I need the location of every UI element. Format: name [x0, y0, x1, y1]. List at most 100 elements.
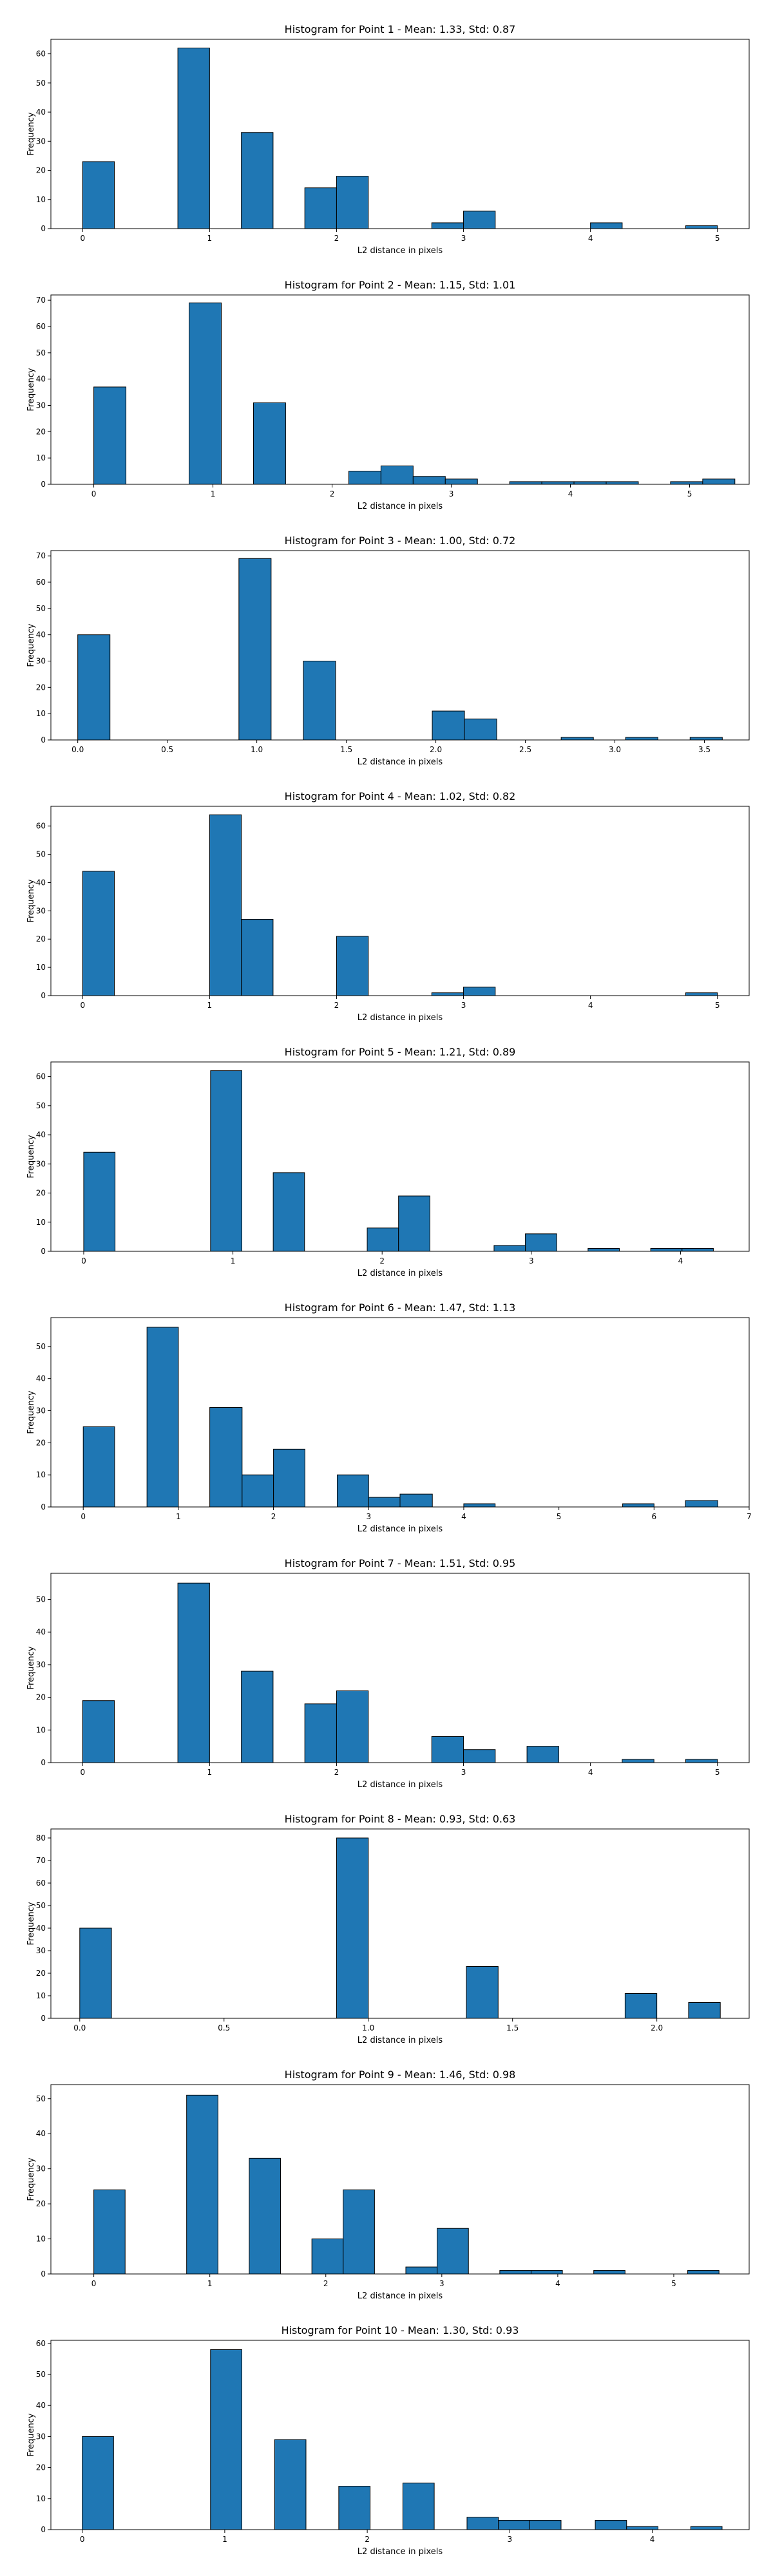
x-tick-label: 2 — [365, 2535, 370, 2544]
plot-frame — [50, 1317, 750, 1508]
histogram-bar — [241, 132, 274, 229]
histogram-bar — [493, 1245, 526, 1252]
x-tick-label: 3 — [461, 1768, 466, 1777]
histogram-panel-2: Histogram for Point 2 - Mean: 1.15, Std:… — [26, 279, 750, 511]
histogram-bar — [399, 1493, 433, 1508]
histogram-bar — [367, 1227, 399, 1252]
histogram-bar — [398, 1195, 430, 1252]
y-tick-label: 40 — [36, 375, 46, 384]
y-tick-label: 10 — [36, 1725, 46, 1734]
histogram-bar — [412, 476, 446, 485]
histogram-bar — [210, 2349, 242, 2530]
histogram-bar — [690, 2526, 723, 2530]
y-tick-label: 30 — [36, 137, 46, 146]
y-tick-label: 70 — [36, 1856, 46, 1865]
y-tick-label: 10 — [36, 1470, 46, 1479]
x-tick-label: 1.5 — [340, 745, 352, 754]
y-tick-label: 10 — [36, 1218, 46, 1227]
x-tick-label: 3 — [449, 489, 454, 498]
histogram-bar — [303, 661, 336, 741]
y-axis-label: Frequency — [26, 2413, 36, 2456]
histogram-bar — [622, 1503, 654, 1508]
y-tick-label: 50 — [36, 604, 46, 613]
x-tick-label: 2 — [271, 1512, 276, 1521]
y-tick-label: 30 — [36, 906, 46, 915]
histogram-bar — [348, 471, 381, 485]
histogram-bar — [93, 2189, 126, 2275]
plot-frame — [50, 1061, 750, 1252]
x-tick-label: 0.0 — [73, 2023, 86, 2032]
histogram-bar — [625, 737, 658, 741]
plot-frame — [50, 2340, 750, 2530]
histogram-bar — [405, 2266, 438, 2275]
y-tick-label: 30 — [36, 1159, 46, 1168]
histogram-bar — [189, 302, 222, 485]
x-tick-label: 1 — [231, 1256, 236, 1265]
y-tick-label: 10 — [36, 2235, 46, 2244]
y-tick-label: 40 — [36, 108, 46, 117]
y-tick-label: 60 — [36, 50, 46, 59]
x-tick-label: 3 — [529, 1256, 534, 1265]
x-axis-label: L2 distance in pixels — [358, 1013, 443, 1023]
histogram-bar — [670, 481, 703, 485]
y-tick-label: 20 — [36, 2463, 46, 2472]
y-tick-label: 60 — [36, 822, 46, 831]
x-tick-label: 5 — [715, 234, 720, 243]
histogram-bar — [587, 1247, 620, 1252]
histogram-bar — [466, 2517, 499, 2530]
chart-title: Histogram for Point 5 - Mean: 1.21, Std:… — [285, 1046, 516, 1058]
x-tick-label: 0.5 — [161, 745, 173, 754]
histogram-bar — [82, 2436, 114, 2530]
histogram-bar — [77, 634, 111, 741]
y-tick-label: 60 — [36, 322, 46, 331]
histogram-bar — [526, 1746, 559, 1763]
x-tick-label: 2 — [334, 1768, 339, 1777]
x-tick-label: 0 — [81, 1256, 86, 1265]
x-tick-label: 6 — [651, 1512, 656, 1521]
x-tick-label: 0 — [80, 2535, 85, 2544]
chart-title: Histogram for Point 9 - Mean: 1.46, Std:… — [285, 2069, 516, 2081]
x-tick-label: 1.0 — [251, 745, 263, 754]
histogram-bar — [272, 1172, 305, 1252]
x-tick-label: 1 — [222, 2535, 227, 2544]
chart-title: Histogram for Point 7 - Mean: 1.51, Std:… — [285, 1557, 516, 1569]
y-tick-label: 50 — [36, 2094, 46, 2103]
x-tick-label: 3 — [366, 1512, 371, 1521]
histogram-bar — [463, 211, 496, 229]
x-tick-label: 2 — [330, 489, 335, 498]
histogram-bar — [498, 2520, 530, 2530]
x-axis-label: L2 distance in pixels — [358, 2036, 443, 2045]
x-tick-label: 3 — [439, 2279, 444, 2288]
plot-frame — [50, 806, 750, 996]
x-axis-label: L2 distance in pixels — [358, 1524, 443, 1534]
x-axis-label: L2 distance in pixels — [358, 246, 443, 256]
histogram-bar — [82, 871, 115, 996]
x-tick-label: 2 — [334, 234, 339, 243]
histogram-panel-9: Histogram for Point 9 - Mean: 1.46, Std:… — [26, 2069, 750, 2301]
histogram-bar — [241, 919, 274, 996]
histogram-bar — [83, 1151, 116, 1252]
y-tick-label: 20 — [36, 934, 46, 943]
histogram-bar — [464, 718, 497, 741]
y-tick-label: 20 — [36, 1438, 46, 1447]
histogram-bar — [626, 2526, 658, 2530]
x-axis-label: L2 distance in pixels — [358, 1269, 443, 1278]
histogram-bar — [336, 1837, 369, 2019]
histogram-bar — [177, 1582, 210, 1763]
x-tick-label: 1 — [211, 489, 216, 498]
x-tick-label: 2 — [323, 2279, 329, 2288]
y-tick-label: 40 — [36, 878, 46, 887]
histogram-bar — [509, 481, 542, 485]
histogram-bar — [622, 1759, 654, 1763]
x-tick-label: 4 — [588, 1001, 593, 1010]
x-tick-label: 5 — [557, 1512, 562, 1521]
x-tick-label: 2.0 — [430, 745, 442, 754]
x-tick-label: 1 — [176, 1512, 181, 1521]
x-axis-label: L2 distance in pixels — [358, 757, 443, 767]
y-tick-label: 70 — [36, 551, 46, 560]
histogram-bar — [209, 1407, 243, 1508]
y-tick-label: 20 — [36, 2199, 46, 2208]
y-tick-label: 30 — [36, 657, 46, 666]
y-axis-label: Frequency — [26, 1390, 36, 1434]
